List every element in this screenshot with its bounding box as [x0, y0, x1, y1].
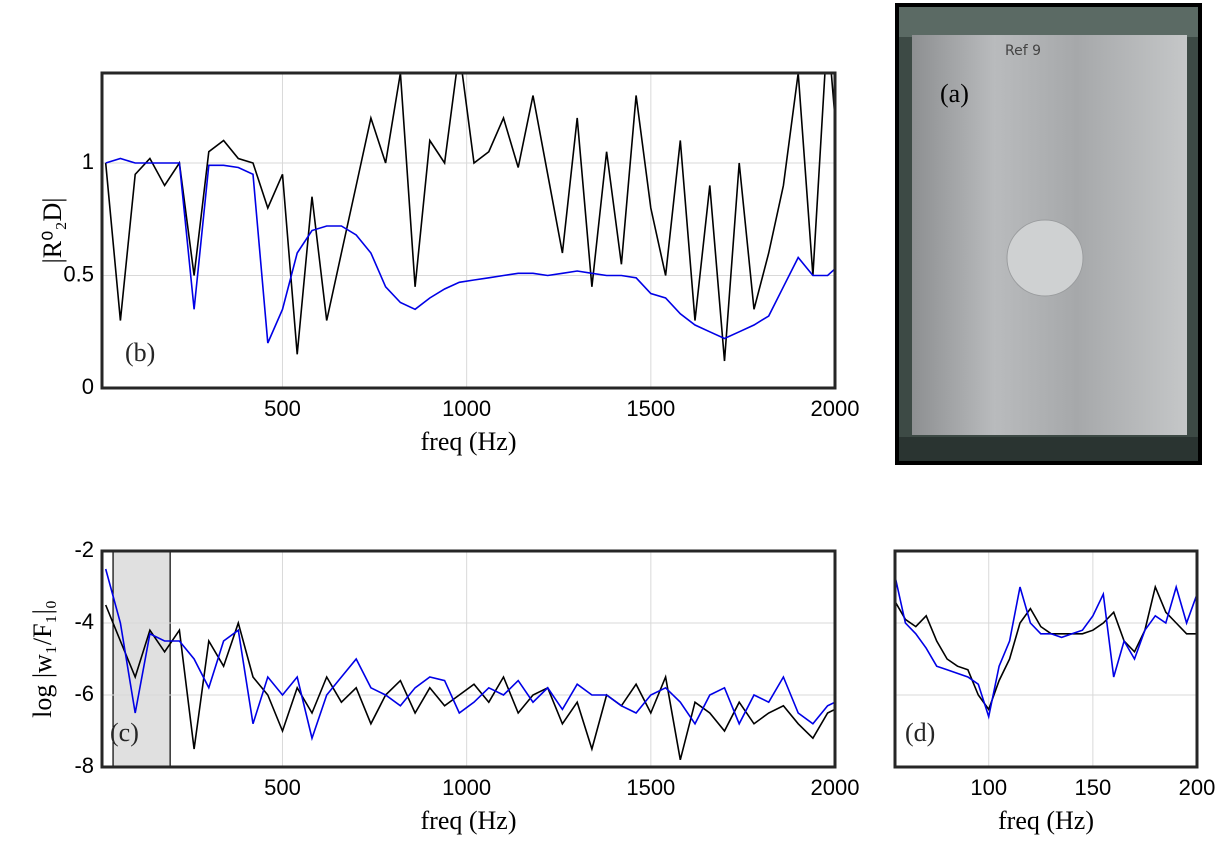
data-line: [104, 73, 835, 362]
x-axis-label: freq (Hz): [998, 806, 1094, 835]
data-line: [895, 584, 1197, 712]
data-line: [104, 604, 835, 760]
panel-label: (c): [110, 718, 139, 747]
y-tick-label: -4: [74, 609, 94, 634]
panel-label: (b): [125, 338, 155, 367]
x-tick-label: 150: [1075, 775, 1112, 800]
y-tick-label: -6: [74, 681, 94, 706]
x-tick-label: 1500: [626, 775, 675, 800]
x-tick-label: 2000: [811, 396, 860, 421]
x-tick-label: 500: [264, 775, 301, 800]
x-tick-label: 2000: [811, 775, 860, 800]
x-axis-label: freq (Hz): [421, 806, 517, 835]
x-tick-label: 1000: [442, 775, 491, 800]
axes-box: [893, 549, 1199, 769]
y-tick-label: 1: [82, 149, 94, 174]
x-tick-label: 1500: [626, 396, 675, 421]
x-tick-label: 1000: [442, 396, 491, 421]
x-axis-label: freq (Hz): [421, 427, 517, 456]
y-tick-label: 0.5: [63, 261, 94, 286]
y-tick-label: 0: [82, 374, 94, 399]
x-tick-label: 500: [264, 396, 301, 421]
y-axis-label: log |w₁/F₁|₀: [28, 600, 57, 718]
data-line: [895, 576, 1197, 720]
data-line: [104, 568, 835, 742]
x-tick-label: 200: [1179, 775, 1216, 800]
chart-panel: 500 1000 1500 2000 0 0.5 1 (b) freq (Hz) |R⁰₂D|: [38, 71, 860, 456]
y-tick-label: -2: [74, 537, 94, 562]
y-axis-label: |R⁰₂D|: [38, 197, 67, 263]
photo-background: [899, 7, 1198, 37]
panel-label: (a): [940, 79, 969, 108]
photo-panel: (a) Ref 9: [895, 3, 1202, 465]
photo-floor: [899, 437, 1198, 461]
chart-panel: 500 1000 1500 2000 -8 -6 -4 -2 (c) freq (Hz) log |…: [28, 537, 860, 835]
plate-hole: [1006, 219, 1084, 297]
axes-box: [100, 549, 837, 769]
axes-box: [100, 71, 837, 390]
data-line: [105, 157, 835, 344]
y-tick-label: -8: [74, 753, 94, 778]
panel-label: (d): [905, 718, 935, 747]
plate-inscription: Ref 9: [1005, 43, 1041, 59]
chart-panel: 100 150 200 (d) freq (Hz): [893, 549, 1216, 835]
x-tick-label: 100: [970, 775, 1007, 800]
